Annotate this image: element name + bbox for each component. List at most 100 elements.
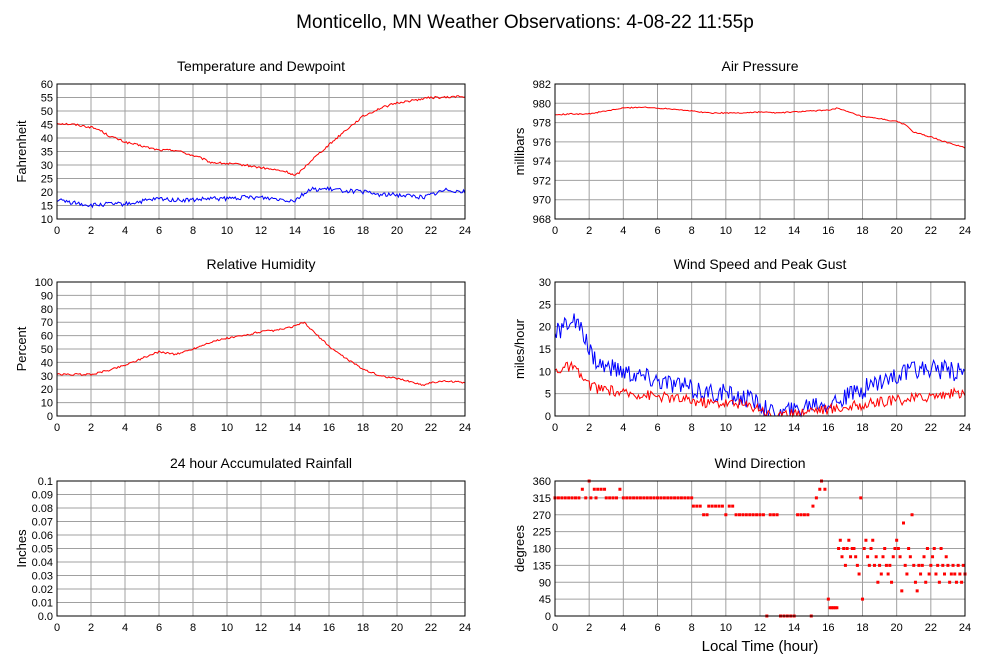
- y-tick-label: 10: [539, 366, 551, 378]
- y-tick-label: 10: [41, 214, 53, 226]
- data-point: [589, 496, 593, 500]
- x-tick-label: 6: [156, 622, 162, 634]
- x-tick-label: 10: [221, 422, 233, 434]
- x-tick-label: 20: [391, 225, 403, 237]
- data-point: [698, 504, 702, 508]
- x-tick-label: 12: [255, 422, 267, 434]
- x-tick-label: 12: [754, 225, 766, 237]
- data-point: [758, 513, 762, 517]
- x-tick-label: 8: [190, 225, 196, 237]
- data-point: [748, 513, 752, 517]
- y-tick-label: 45: [539, 594, 551, 606]
- data-point: [919, 572, 923, 576]
- data-point: [902, 521, 905, 525]
- y-tick-label: 0.02: [32, 584, 53, 596]
- data-point: [645, 496, 649, 500]
- y-tick-label: 0.08: [32, 503, 53, 515]
- data-point: [662, 496, 666, 500]
- data-point: [632, 496, 636, 500]
- y-tick-label: 10: [41, 398, 53, 410]
- data-point: [584, 496, 588, 500]
- data-point: [862, 547, 866, 550]
- x-tick-label: 0: [552, 622, 558, 634]
- data-point: [934, 572, 938, 576]
- y-tick-label: 0.0: [38, 611, 53, 623]
- chart-title: Temperature and Dewpoint: [177, 58, 345, 74]
- x-tick-label: 0: [54, 422, 60, 434]
- data-point: [775, 513, 779, 517]
- x-tick-label: 20: [891, 225, 903, 237]
- y-tick-label: 972: [533, 175, 551, 187]
- plot-frame: [56, 480, 466, 617]
- x-tick-label: 4: [122, 225, 128, 237]
- data-point: [850, 547, 854, 550]
- data-point: [842, 547, 846, 550]
- chart-title: 24 hour Accumulated Rainfall: [170, 455, 352, 471]
- data-point: [649, 496, 653, 500]
- data-point: [580, 487, 584, 491]
- data-point: [927, 572, 931, 576]
- data-point: [837, 547, 841, 550]
- x-tick-label: 22: [425, 225, 437, 237]
- x-tick-label: 4: [122, 422, 128, 434]
- chart-title: Air Pressure: [721, 58, 798, 74]
- data-point: [852, 547, 856, 550]
- x-tick-label: 10: [221, 225, 233, 237]
- data-point: [864, 538, 868, 542]
- x-tick-label: 2: [586, 422, 592, 434]
- data-point: [761, 513, 765, 517]
- series-line: [554, 313, 966, 418]
- plot-frame: [554, 480, 966, 617]
- y-tick-label: 30: [539, 277, 551, 289]
- data-point: [705, 513, 709, 517]
- chart-rain: 0 2 4 6 8 10 12 14 16 18 20 22 240.00.010.020.030.04…: [14, 455, 471, 634]
- x-tick-label: 6: [156, 422, 162, 434]
- data-point: [943, 572, 946, 576]
- x-tick-label: 24: [959, 622, 971, 634]
- x-tick-label: 8: [190, 422, 196, 434]
- data-point: [618, 487, 622, 491]
- series-line: [56, 321, 466, 387]
- x-tick-label: 10: [720, 622, 732, 634]
- plot-frame: [554, 281, 966, 417]
- data-point: [625, 496, 629, 500]
- y-tick-label: 225: [533, 527, 551, 539]
- x-tick-label: 8: [689, 225, 695, 237]
- x-tick-label: 4: [620, 422, 626, 434]
- y-tick-label: 980: [533, 98, 551, 110]
- data-point: [872, 563, 876, 567]
- x-tick-label: 20: [891, 622, 903, 634]
- data-point: [741, 513, 745, 517]
- x-tick-label: 8: [689, 422, 695, 434]
- y-tick-label: 20: [41, 384, 53, 396]
- data-point: [563, 496, 567, 500]
- y-tick-label: 974: [533, 156, 551, 168]
- data-point: [642, 496, 646, 500]
- data-point: [920, 563, 924, 567]
- data-point: [946, 563, 950, 567]
- y-tick-label: 45: [41, 120, 53, 132]
- data-point: [925, 547, 929, 550]
- data-point: [843, 563, 847, 567]
- x-tick-label: 16: [822, 422, 834, 434]
- chart-pressure: 0 2 4 6 8 10 12 14 16 18 20 22 249689709729749769789…: [512, 58, 971, 237]
- data-point: [768, 513, 772, 517]
- x-tick-label: 24: [459, 622, 471, 634]
- data-point: [833, 606, 837, 610]
- x-tick-label: 14: [289, 422, 301, 434]
- data-point: [751, 513, 755, 517]
- x-tick-label: 12: [754, 622, 766, 634]
- data-point: [673, 496, 677, 500]
- data-point: [866, 555, 870, 559]
- y-tick-label: 90: [41, 290, 53, 302]
- y-tick-label: 40: [41, 357, 53, 369]
- y-tick-label: 270: [533, 510, 551, 522]
- data-point: [656, 496, 659, 500]
- data-point: [702, 513, 706, 517]
- y-axis-label: millibars: [512, 127, 527, 175]
- data-point: [961, 563, 965, 567]
- data-point: [603, 487, 607, 491]
- data-point: [857, 572, 861, 576]
